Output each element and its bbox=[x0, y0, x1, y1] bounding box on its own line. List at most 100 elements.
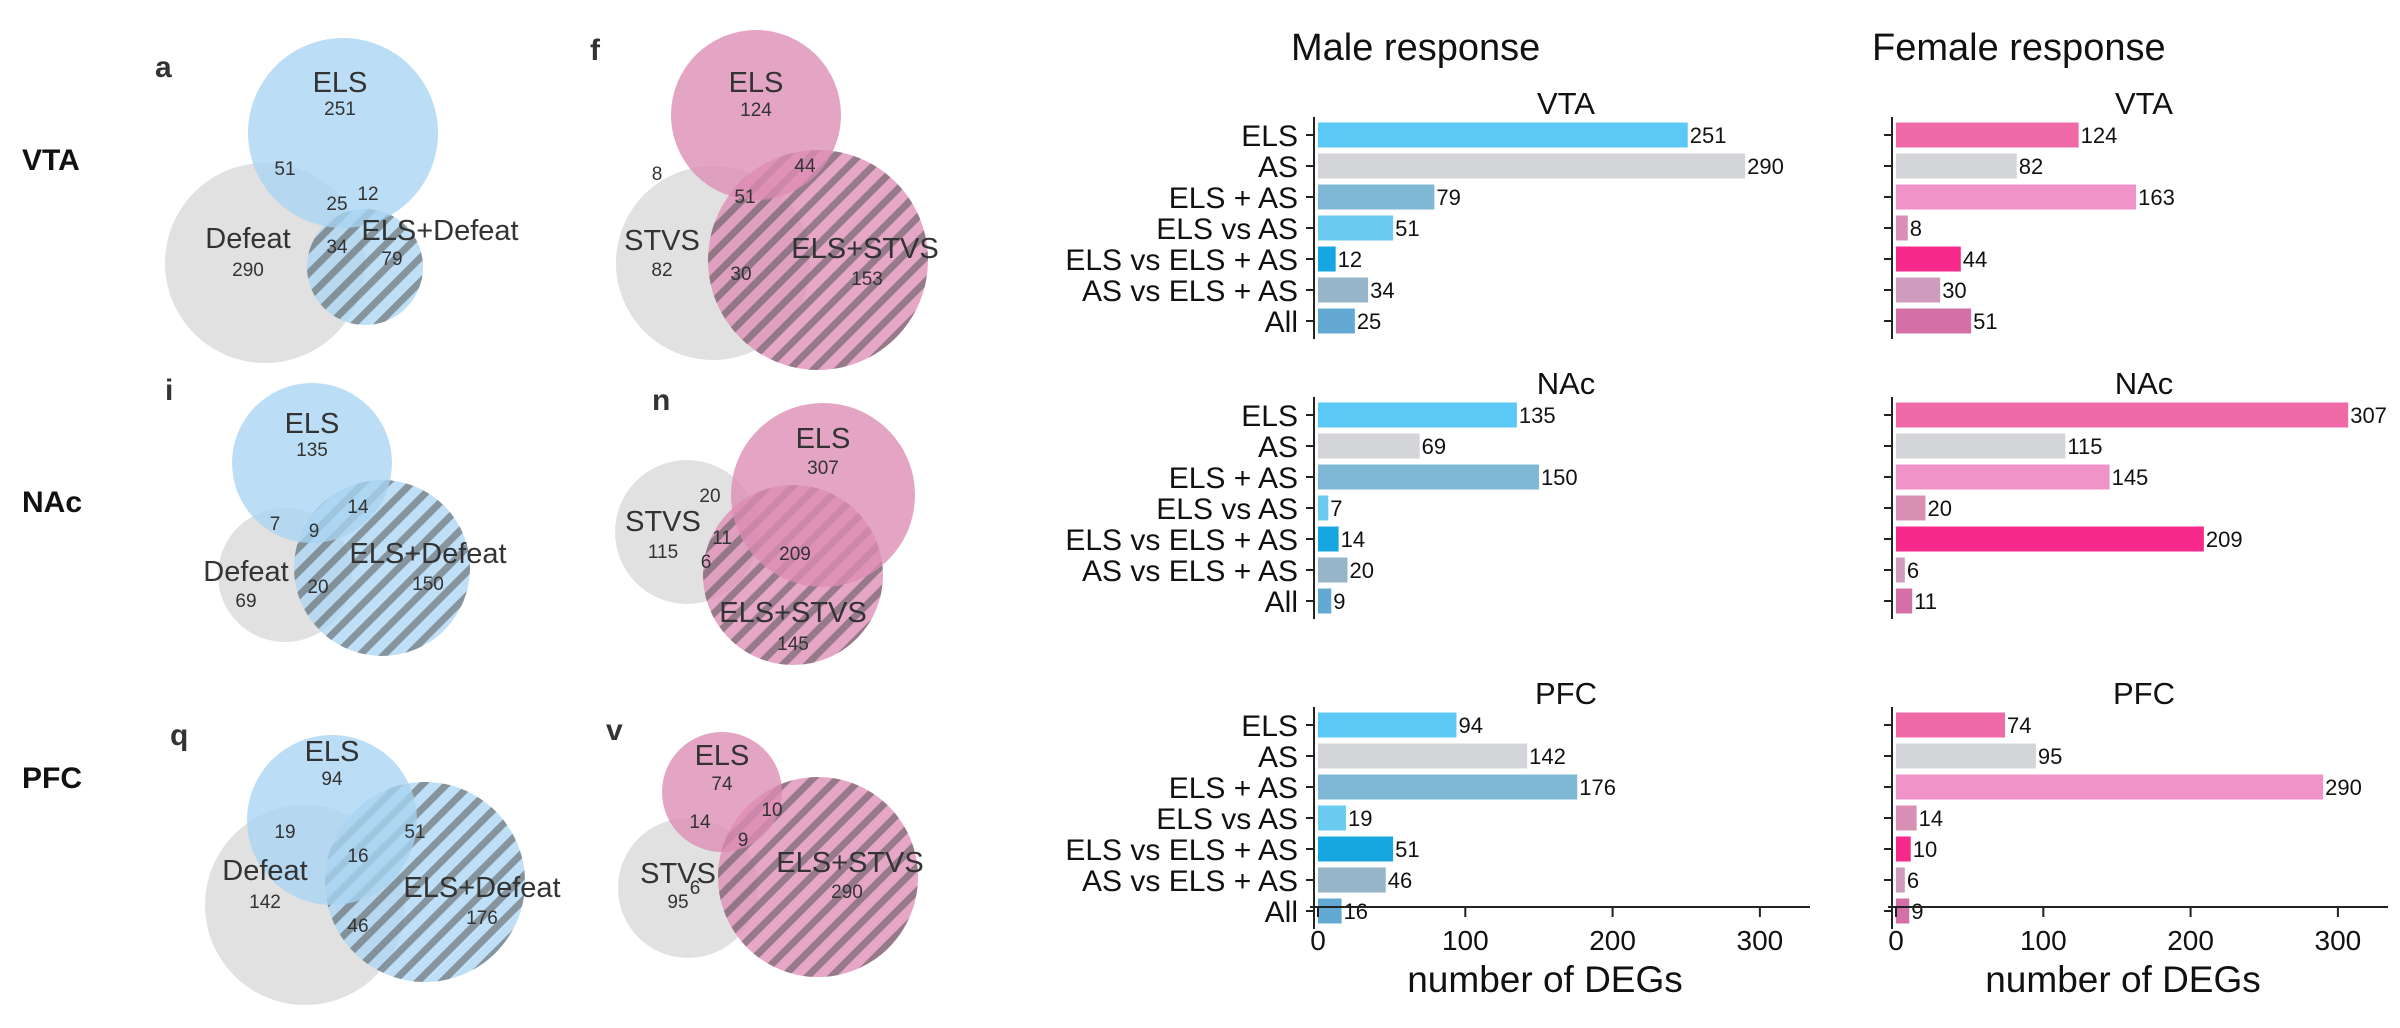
venn-female-nac: n ELS 307 STVS 115 ELS+STVS 145 20 209 611 bbox=[615, 384, 915, 665]
data-label: 163 bbox=[2138, 185, 2175, 210]
venn-circle-els bbox=[247, 735, 417, 905]
data-label: 176 bbox=[1579, 775, 1616, 800]
bar bbox=[1318, 867, 1386, 893]
x-tick-label: 100 bbox=[1442, 925, 1489, 956]
data-label: 69 bbox=[1422, 434, 1446, 459]
data-label: 20 bbox=[1349, 558, 1373, 583]
data-label: 46 bbox=[1388, 868, 1412, 893]
venn-circle-combo-hatch bbox=[708, 150, 928, 370]
data-label: 9 bbox=[1333, 589, 1345, 614]
bar bbox=[1318, 898, 1342, 924]
venn-combo-count: 150 bbox=[412, 574, 444, 595]
bar bbox=[1318, 712, 1457, 738]
category-label: ELS vs AS bbox=[1156, 803, 1298, 836]
venn-els-combo-overlap: 12 bbox=[357, 184, 378, 205]
bar bbox=[1896, 464, 2110, 490]
bar bbox=[1318, 122, 1688, 148]
male-chart-pfc: PFC ELS 94 AS 142 ELS + AS 176 ELS vs AS 19 ELS v… bbox=[1065, 676, 1810, 1000]
venn-els-count: 124 bbox=[740, 100, 772, 121]
bar bbox=[1318, 215, 1394, 241]
bar bbox=[1896, 308, 1972, 334]
category-label: ELS bbox=[1241, 710, 1298, 743]
venn-circle-els bbox=[671, 30, 841, 200]
male-chart-vta: VTA ELS 251 AS 290 ELS + AS 79 ELS vs AS 51 ELS v… bbox=[1065, 86, 1784, 339]
bar bbox=[1318, 526, 1339, 552]
bar bbox=[1318, 588, 1332, 614]
data-label: 10 bbox=[1913, 837, 1937, 862]
data-label: 19 bbox=[1348, 806, 1372, 831]
venn-els-count: 135 bbox=[296, 440, 328, 461]
panel-letter: n bbox=[652, 384, 670, 417]
venn-els-label: ELS bbox=[729, 67, 784, 99]
venn-els-combo-overlap: 10 bbox=[761, 800, 782, 821]
venn-circle-els bbox=[662, 732, 782, 852]
category-label: All bbox=[1265, 306, 1298, 339]
category-label: ELS vs AS bbox=[1156, 213, 1298, 246]
chart-title: PFC bbox=[1535, 676, 1597, 711]
venn-combo-count: 176 bbox=[466, 908, 498, 929]
x-axis-title: number of DEGs bbox=[1985, 959, 2261, 1000]
venn-other-label: STVS bbox=[624, 225, 700, 257]
venn-circle-combo-hatch bbox=[307, 209, 423, 325]
male-chart-nac: NAc ELS 135 AS 69 ELS + AS 150 ELS vs AS 7 ELS vs… bbox=[1065, 366, 1595, 619]
bar bbox=[1318, 153, 1746, 179]
venn-combo-count: 290 bbox=[831, 882, 863, 903]
data-label: 11 bbox=[1914, 589, 1937, 614]
data-label: 74 bbox=[2007, 713, 2031, 738]
bar bbox=[1896, 433, 2066, 459]
venn-other-count: 82 bbox=[651, 260, 672, 281]
venn-els-count: 307 bbox=[807, 458, 839, 479]
venn-combo-count: 79 bbox=[381, 249, 402, 270]
x-tick-label: 300 bbox=[2315, 925, 2362, 956]
bar bbox=[1896, 867, 1905, 893]
venn-combo-label: ELS+STVS bbox=[791, 233, 939, 265]
panel-letter: f bbox=[590, 34, 601, 67]
venn-els-other-overlap: 51 bbox=[274, 159, 295, 180]
category-label: ELS vs ELS + AS bbox=[1065, 244, 1298, 277]
data-label: 115 bbox=[2067, 434, 2102, 459]
bar bbox=[1896, 215, 1908, 241]
venn-other-label: Defeat bbox=[222, 855, 307, 887]
venn-els-combo-overlap: 44 bbox=[794, 156, 816, 177]
bar bbox=[1318, 246, 1336, 272]
venn-circle-els bbox=[232, 383, 392, 543]
venn-other-label: Defeat bbox=[203, 556, 288, 588]
venn-all-overlap: 16 bbox=[347, 846, 368, 867]
category-label: ELS bbox=[1241, 400, 1298, 433]
venn-combo-count: 145 bbox=[777, 634, 809, 655]
category-label: ELS vs AS bbox=[1156, 493, 1298, 526]
chart-title: PFC bbox=[2113, 676, 2175, 711]
venn-combo-label: ELS+Defeat bbox=[403, 872, 560, 904]
venn-other-count: 95 bbox=[667, 892, 688, 913]
venn-other-label: Defeat bbox=[205, 223, 290, 255]
category-label: AS vs ELS + AS bbox=[1082, 865, 1298, 898]
bar bbox=[1318, 774, 1578, 800]
venn-other-label: STVS bbox=[625, 506, 701, 538]
venn-els-other-overlap: 20 bbox=[699, 486, 720, 507]
category-label: AS vs ELS + AS bbox=[1082, 275, 1298, 308]
bar bbox=[1896, 557, 1905, 583]
data-label: 251 bbox=[1690, 123, 1727, 148]
venn-els-label: ELS bbox=[305, 736, 360, 768]
bar bbox=[1318, 433, 1420, 459]
data-label: 79 bbox=[1436, 185, 1460, 210]
bar bbox=[1896, 122, 2079, 148]
venn-circle-els bbox=[731, 403, 915, 587]
bar bbox=[1896, 184, 2137, 210]
venn-other-combo-overlap: 6 bbox=[701, 552, 712, 573]
x-tick-label: 200 bbox=[1589, 925, 1636, 956]
data-label: 9 bbox=[1911, 899, 1923, 924]
data-label: 25 bbox=[1357, 309, 1381, 334]
data-label: 7 bbox=[1330, 496, 1342, 521]
category-label: ELS bbox=[1241, 120, 1298, 153]
category-label: ELS + AS bbox=[1169, 182, 1298, 215]
data-label: 290 bbox=[1747, 154, 1784, 179]
venn-all-overlap: 9 bbox=[738, 830, 749, 851]
data-label: 14 bbox=[1919, 806, 1943, 831]
female-chart-pfc: PFC 74 95 290 14 10 6 90 100 200 300 number of DEGs bbox=[1884, 676, 2388, 1000]
chart-title: NAc bbox=[2115, 366, 2174, 401]
